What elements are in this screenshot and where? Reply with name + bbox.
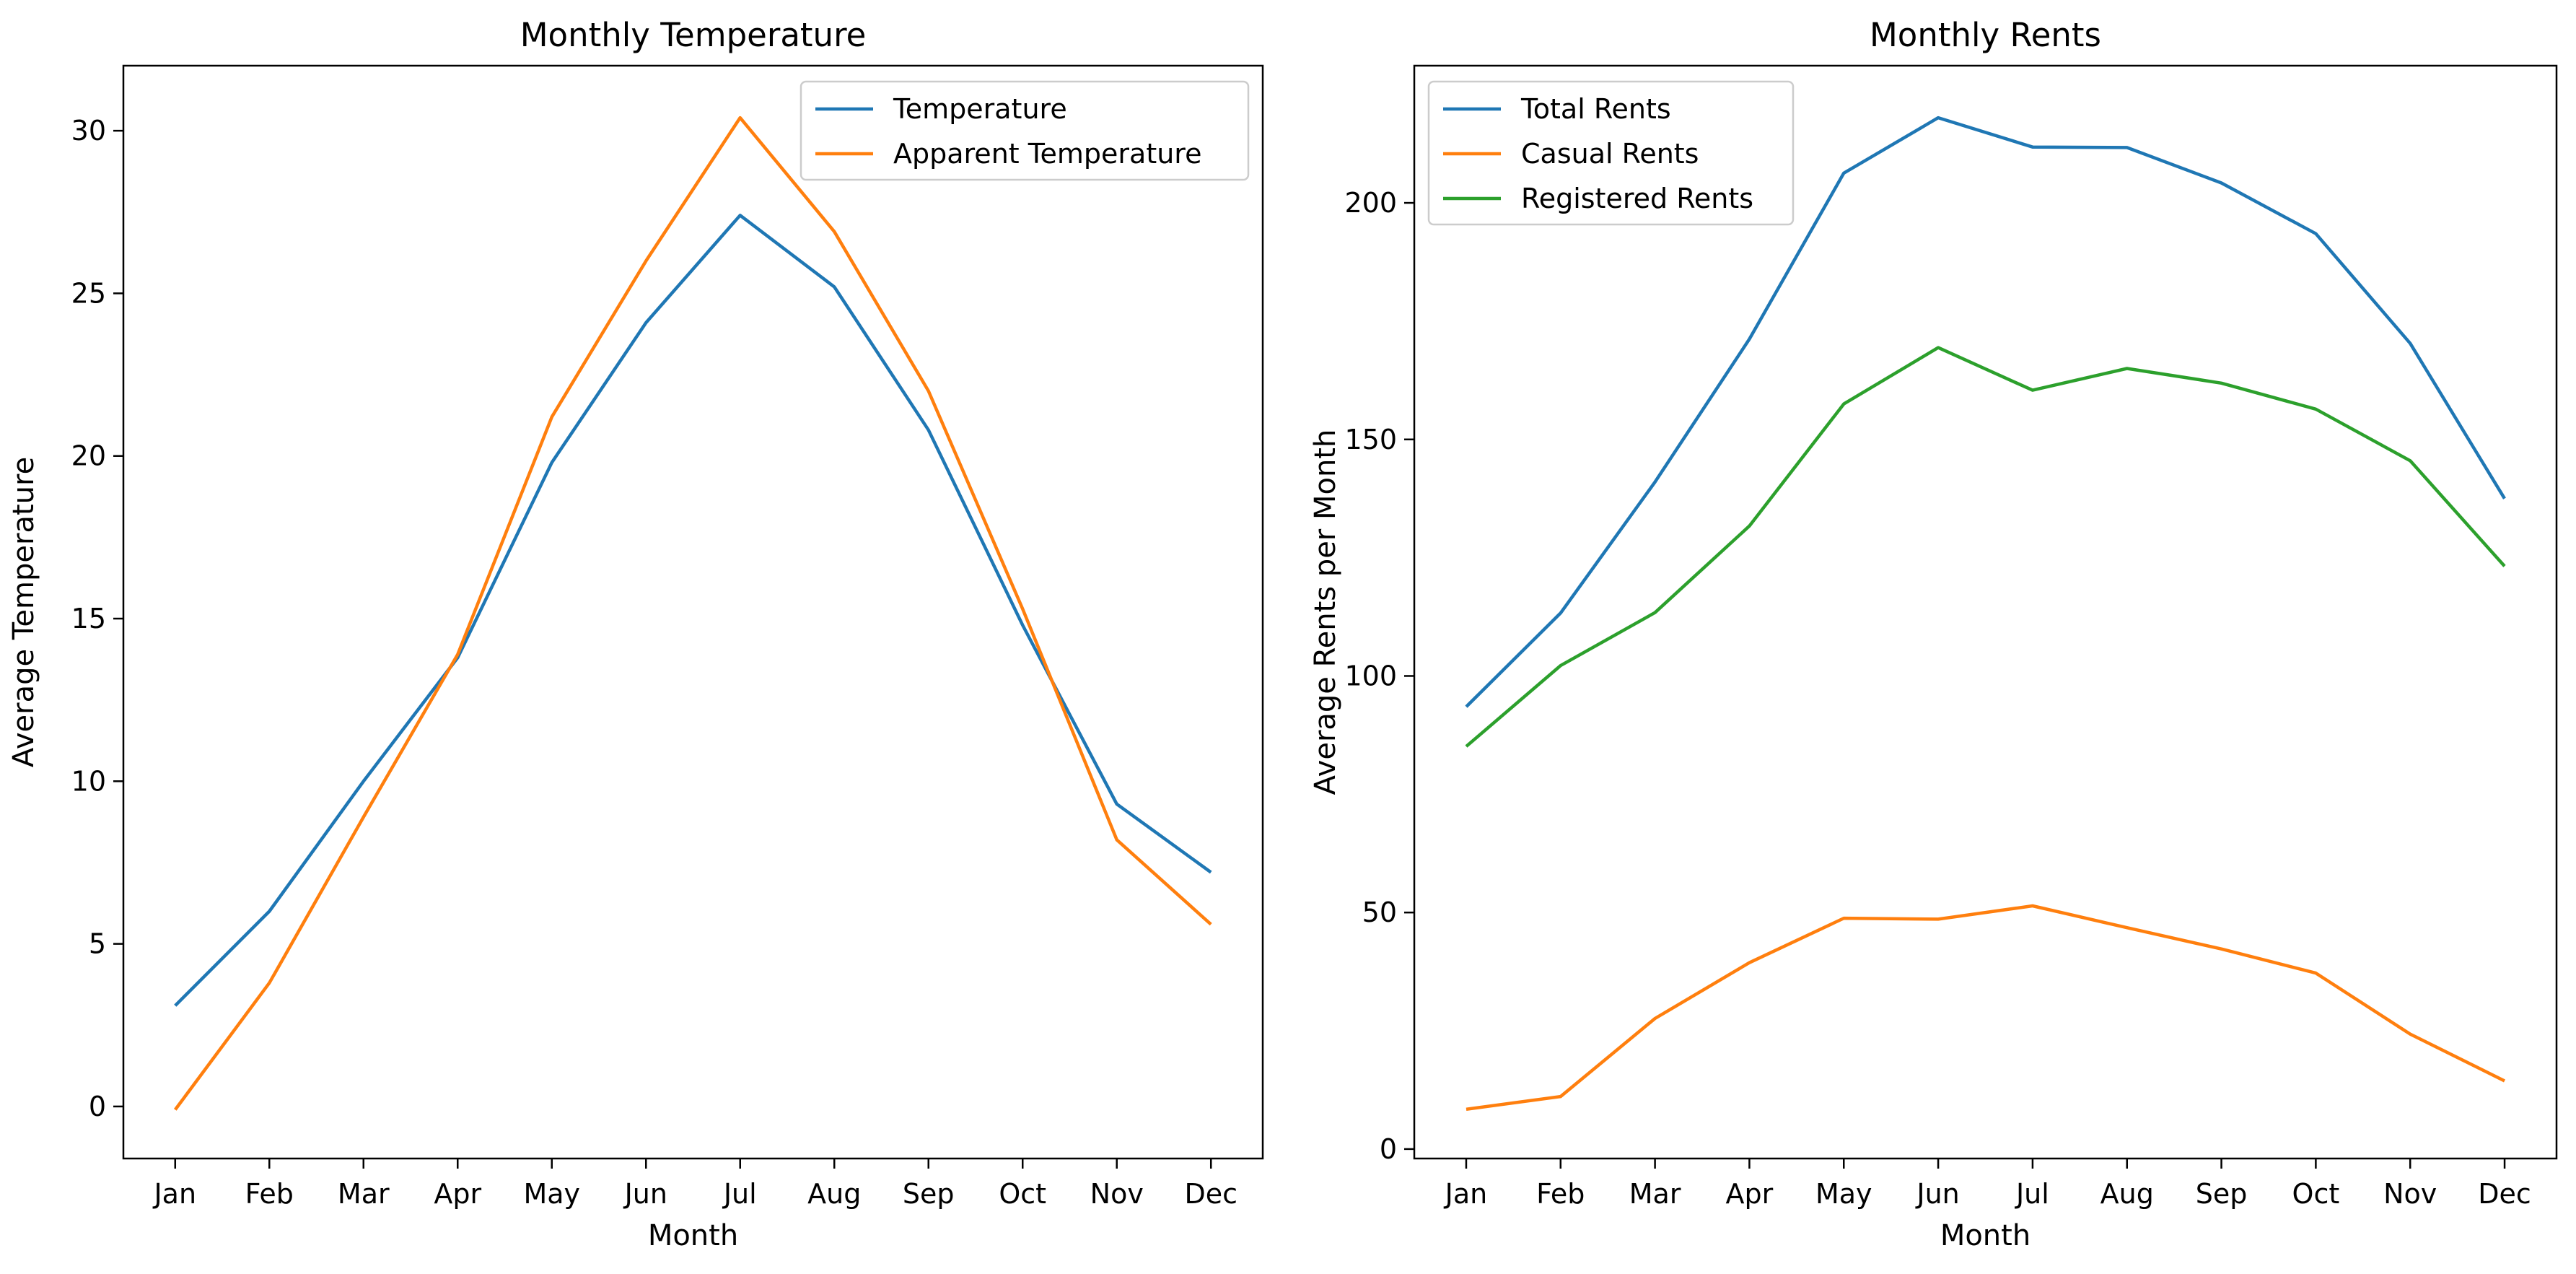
- plot-frame: [1413, 64, 2558, 1160]
- series-line-casual-rents: [1466, 904, 2506, 1112]
- legend-box: [1427, 80, 1795, 226]
- y-tick-label: 50: [1362, 896, 1397, 928]
- x-tick-label: Sep: [903, 1178, 955, 1210]
- x-tick-label: Sep: [2196, 1178, 2248, 1210]
- chart-title: Monthly Temperature: [520, 16, 867, 54]
- x-axis-label: Month: [648, 1219, 738, 1252]
- x-tick-label: Feb: [245, 1178, 294, 1210]
- x-tick-label: Jan: [1444, 1178, 1488, 1210]
- chart-title: Monthly Rents: [1870, 16, 2101, 54]
- x-tick-label: Dec: [2478, 1178, 2531, 1210]
- x-tick-label: Jan: [152, 1178, 196, 1210]
- legend-entry: Temperature: [893, 93, 1067, 125]
- x-tick-label: Oct: [2292, 1178, 2340, 1210]
- series-line-registered-rents: [1465, 346, 2506, 748]
- y-tick-label: 20: [71, 440, 106, 472]
- legend-entry: Apparent Temperature: [893, 138, 1201, 170]
- x-axis-label: Month: [1940, 1219, 2030, 1252]
- x-tick-label: Jul: [2015, 1178, 2049, 1210]
- x-tick-label: Mar: [1629, 1178, 1681, 1210]
- x-tick-label: Jul: [722, 1178, 757, 1210]
- x-tick-label: May: [523, 1178, 580, 1210]
- chart-rents: Monthly Rents Jan Feb Mar Apr May Jun Jul Aug Sep…: [1309, 16, 2558, 1252]
- legend: Temperature Apparent Temperature: [799, 80, 1250, 181]
- y-tick-label: 150: [1344, 424, 1397, 455]
- x-tick-label: Jun: [623, 1178, 667, 1210]
- x-tick-label: Aug: [807, 1178, 861, 1210]
- x-tick-label: Dec: [1184, 1178, 1237, 1210]
- y-tick-label: 5: [89, 928, 106, 960]
- y-tick-label: 0: [1380, 1133, 1397, 1165]
- y-axis-label: Average Rents per Month: [1309, 429, 1342, 795]
- y-tick-label: 200: [1344, 187, 1397, 219]
- chart-temperature: Monthly Temperature Jan Feb Mar Apr May Jun Jul…: [7, 16, 1264, 1252]
- y-axis-label: Average Temperature: [7, 457, 40, 767]
- series-line-total-rents: [1465, 115, 2506, 708]
- y-tick-label: 30: [71, 115, 106, 147]
- x-tick-label: May: [1815, 1178, 1872, 1210]
- x-tick-label: Apr: [1726, 1178, 1774, 1210]
- x-tick-label: Mar: [338, 1178, 390, 1210]
- x-tick-label: Aug: [2100, 1178, 2154, 1210]
- x-tick-label: Nov: [2383, 1178, 2437, 1210]
- y-tick-label: 10: [71, 765, 106, 797]
- legend-entry: Total Rents: [1520, 93, 1671, 125]
- x-tick-label: Oct: [999, 1178, 1046, 1210]
- y-tick-label: 0: [89, 1091, 106, 1122]
- x-tick-label: Apr: [434, 1178, 481, 1210]
- x-tick-label: Nov: [1090, 1178, 1144, 1210]
- legend-entry: Casual Rents: [1521, 138, 1699, 170]
- x-tick-label: Jun: [1915, 1178, 1959, 1210]
- legend: Total Rents Casual Rents Registered Rents: [1427, 80, 1795, 226]
- series-line-temperature: [174, 214, 1212, 1007]
- series-line-apparent-temperature: [173, 115, 1212, 1111]
- x-tick-label: Feb: [1536, 1178, 1585, 1210]
- legend-entry: Registered Rents: [1521, 183, 1753, 214]
- y-tick-label: 25: [71, 277, 106, 309]
- plot-frame: [122, 64, 1264, 1160]
- y-tick-label: 15: [71, 603, 106, 634]
- legend-box: [799, 80, 1250, 181]
- y-tick-label: 100: [1344, 660, 1397, 691]
